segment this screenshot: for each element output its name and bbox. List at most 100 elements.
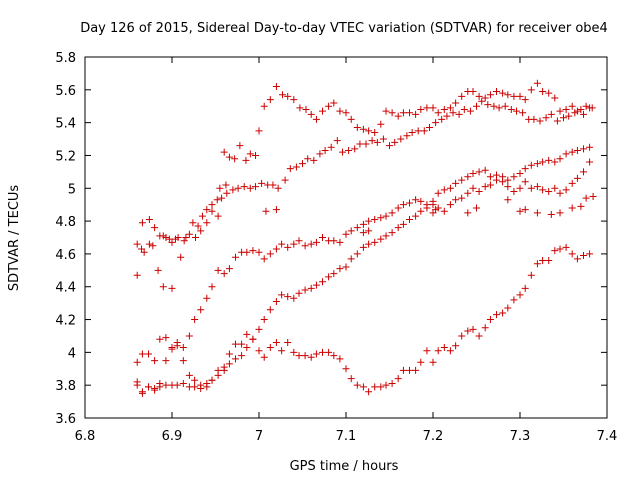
data-point-track-2 [434, 109, 442, 117]
data-point-track-2 [151, 224, 159, 232]
data-point-track-3 [452, 179, 460, 187]
data-point-track-3 [220, 270, 228, 278]
data-point-track-5 [434, 347, 442, 355]
y-tick-label: 3.6 [55, 412, 76, 427]
data-point-track-3 [307, 240, 315, 248]
data-point-track-4 [325, 273, 333, 281]
data-point-track-6 [365, 227, 373, 235]
data-point-track-3 [504, 176, 512, 184]
data-point-track-3 [580, 145, 588, 153]
data-point-track-5 [399, 366, 407, 374]
data-point-track-2 [493, 87, 501, 95]
data-point-track-2 [388, 109, 396, 117]
data-point-track-2 [197, 227, 205, 235]
data-point-track-2 [296, 104, 304, 112]
data-point-track-5 [203, 380, 211, 388]
data-point-track-1 [177, 253, 185, 261]
data-point-track-5 [493, 311, 501, 319]
data-point-track-2 [417, 106, 425, 114]
data-point-track-2 [429, 104, 437, 112]
data-point-track-2 [394, 112, 402, 120]
data-point-track-5 [406, 366, 414, 374]
data-point-track-2 [475, 92, 483, 100]
data-point-track-5 [417, 358, 425, 366]
data-point-track-1 [490, 102, 498, 110]
data-point-track-4 [486, 181, 494, 189]
data-point-track-5 [266, 343, 274, 351]
data-point-track-1 [443, 112, 451, 120]
data-point-track-5 [359, 383, 367, 391]
data-point-track-5 [556, 245, 564, 253]
data-point-track-4 [382, 232, 390, 240]
data-point-track-3 [225, 265, 233, 273]
data-point-track-4 [266, 306, 274, 314]
data-point-track-1 [316, 150, 324, 158]
data-point-track-5 [504, 304, 512, 312]
data-point-track-3 [516, 170, 524, 178]
x-tick-label: 7.4 [597, 429, 618, 444]
data-point-track-1 [501, 102, 509, 110]
data-point-track-2 [458, 92, 466, 100]
data-point-track-4 [545, 188, 553, 196]
data-point-track-3 [481, 166, 489, 174]
data-point-track-4 [551, 184, 559, 192]
data-point-track-2 [423, 104, 431, 112]
data-point-track-5 [156, 380, 164, 388]
data-point-track-2 [156, 232, 164, 240]
data-point-track-5 [243, 330, 251, 338]
x-tick-label: 7.3 [510, 429, 531, 444]
data-point-track-1 [432, 119, 440, 127]
x-tick-label: 7.2 [423, 429, 444, 444]
data-point-track-5 [208, 376, 216, 384]
data-point-track-5 [312, 350, 320, 358]
data-point-track-3 [440, 186, 448, 194]
data-point-track-5 [133, 378, 141, 386]
data-point-track-5 [290, 348, 298, 356]
x-tick-label: 7.1 [336, 429, 357, 444]
data-point-track-3 [290, 240, 298, 248]
data-point-track-3 [208, 283, 216, 291]
data-point-track-5 [185, 371, 193, 379]
y-tick-label: 4.2 [55, 314, 76, 329]
data-point-track-2 [336, 107, 344, 115]
data-point-track-3 [151, 357, 159, 365]
data-point-track-3 [284, 243, 292, 251]
data-point-track-3 [464, 173, 472, 181]
data-point-track-3 [533, 160, 541, 168]
data-point-track-2 [312, 115, 320, 123]
data-point-track-3 [521, 165, 529, 173]
data-point-track-3 [179, 343, 187, 351]
data-point-track-4 [307, 284, 315, 292]
data-point-track-5 [173, 342, 181, 350]
data-point-track-3 [394, 204, 402, 212]
data-point-track-6 [582, 194, 590, 202]
data-point-track-5 [238, 340, 246, 348]
data-point-track-4 [516, 184, 524, 192]
data-point-track-5 [330, 352, 338, 360]
data-point-track-1 [145, 240, 153, 248]
data-point-track-2 [452, 99, 460, 107]
data-point-track-6 [577, 202, 585, 210]
data-point-track-1 [542, 114, 550, 122]
data-point-track-2 [510, 92, 518, 100]
data-point-track-2 [302, 106, 310, 114]
y-tick-label: 5.8 [55, 51, 76, 66]
data-point-track-1 [274, 184, 282, 192]
data-point-track-2 [272, 83, 280, 91]
data-point-track-4 [290, 294, 298, 302]
data-point-track-5 [568, 250, 576, 258]
data-point-track-1 [473, 102, 480, 110]
data-point-track-1 [154, 266, 162, 274]
data-point-track-5 [481, 324, 489, 332]
data-point-track-1 [258, 179, 266, 187]
data-point-track-3 [255, 248, 263, 256]
data-point-track-1 [466, 107, 474, 115]
data-point-track-3 [278, 240, 286, 248]
data-point-track-3 [243, 248, 251, 256]
data-point-track-4 [493, 176, 501, 184]
data-point-track-4 [586, 158, 594, 166]
data-point-track-2 [539, 87, 547, 95]
data-point-track-4 [394, 224, 402, 232]
data-point-track-3 [545, 156, 553, 164]
data-point-track-5 [486, 316, 494, 324]
